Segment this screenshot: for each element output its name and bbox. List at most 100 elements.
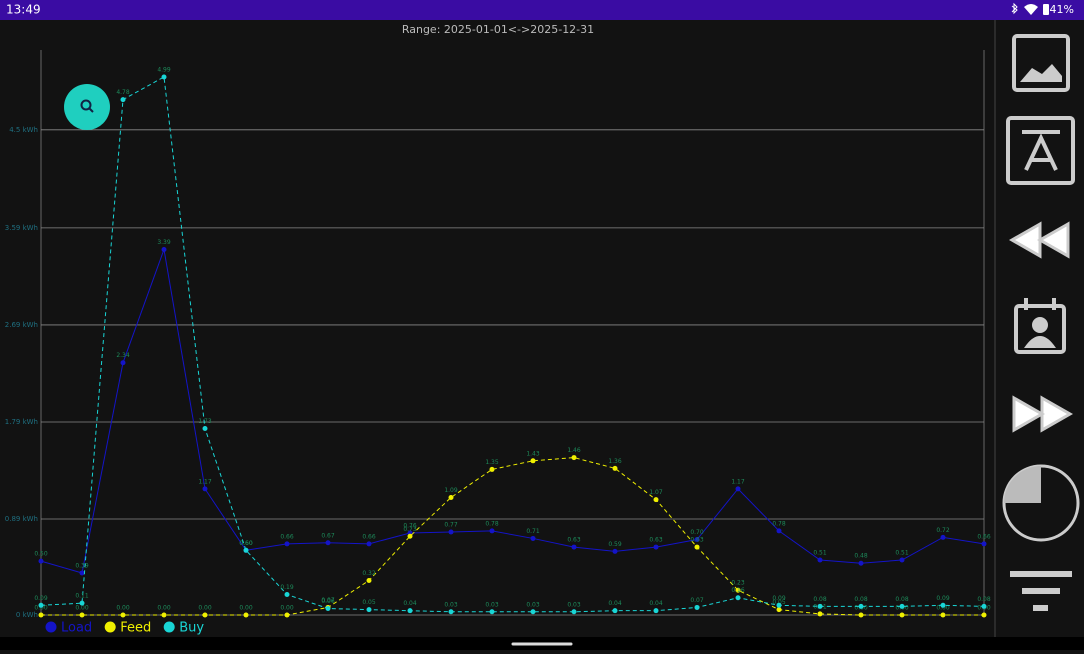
- data-label: 0.00: [157, 605, 171, 612]
- image-button[interactable]: [1012, 34, 1070, 92]
- data-label: 0.78: [485, 520, 499, 527]
- y-tick-label: 0.89 kWh: [5, 515, 38, 523]
- data-label: 4.99: [157, 66, 171, 73]
- data-point: [940, 612, 946, 618]
- data-point: [448, 609, 454, 615]
- data-point: [817, 611, 823, 617]
- data-point: [489, 466, 495, 472]
- data-point: [284, 612, 290, 618]
- status-battery: 41%: [1050, 3, 1074, 16]
- data-label: 0.71: [526, 528, 540, 535]
- data-point: [38, 558, 44, 564]
- data-label: 0.00: [936, 605, 950, 612]
- data-label: 0.08: [854, 596, 868, 603]
- data-point: [612, 465, 618, 471]
- status-bar: [0, 0, 1084, 20]
- data-label: 0.04: [608, 600, 622, 607]
- legend-label: Buy: [179, 621, 204, 636]
- data-label: 0.51: [813, 550, 827, 557]
- data-point: [120, 612, 126, 618]
- data-label: 1.43: [526, 450, 540, 457]
- data-label: 0.00: [280, 605, 294, 612]
- data-label: 0.39: [75, 562, 89, 569]
- data-point: [612, 608, 618, 614]
- data-label: 0.07: [321, 597, 335, 604]
- pie-button[interactable]: [1002, 464, 1080, 542]
- chart-title: Range: 2025-01-01<->2025-12-31: [402, 23, 594, 36]
- data-point: [243, 547, 249, 553]
- zoom-button[interactable]: [64, 84, 110, 130]
- data-point: [776, 607, 782, 613]
- text-button[interactable]: [1006, 116, 1075, 185]
- data-point: [202, 486, 208, 492]
- data-label: 0.03: [444, 601, 458, 608]
- data-label: 0.09: [936, 595, 950, 602]
- data-point: [653, 544, 659, 550]
- data-point: [243, 612, 249, 618]
- data-point: [981, 541, 987, 547]
- data-label: 0.00: [198, 605, 212, 612]
- data-point: [530, 458, 536, 464]
- data-point: [817, 603, 823, 609]
- data-point: [448, 529, 454, 535]
- data-label: 0.48: [854, 553, 868, 560]
- data-point: [571, 609, 577, 615]
- data-point: [161, 246, 167, 252]
- data-point: [981, 612, 987, 618]
- data-point: [284, 592, 290, 598]
- data-point: [366, 607, 372, 613]
- data-point: [79, 600, 85, 606]
- legend-label: Feed: [120, 621, 151, 636]
- y-tick-label: 2.69 kWh: [5, 321, 38, 329]
- data-label: 3.39: [157, 239, 171, 246]
- data-point: [899, 612, 905, 618]
- y-tick-label: 1.79 kWh: [5, 418, 38, 426]
- data-point: [858, 612, 864, 618]
- data-label: 0.06: [321, 598, 335, 605]
- legend-label: Load: [61, 621, 92, 636]
- plot: 0 kWh 0.89 kWh 1.79 kWh 2.69 kWh 3.59 kWh 4.5…: [5, 66, 991, 635]
- data-label: 0.66: [977, 533, 991, 540]
- data-label: 0.77: [444, 521, 458, 528]
- calendar-button[interactable]: [1014, 298, 1066, 354]
- data-point: [161, 74, 167, 80]
- data-label: 0.00: [116, 605, 130, 612]
- data-point: [120, 97, 126, 103]
- y-tick-label: 3.59 kWh: [5, 224, 38, 232]
- data-point: [612, 548, 618, 554]
- data-label: 0.09: [34, 595, 48, 602]
- data-point: [489, 528, 495, 534]
- data-label: 0.04: [649, 600, 663, 607]
- data-label: 1.73: [198, 418, 212, 425]
- data-point: [202, 612, 208, 618]
- data-label: 0.60: [239, 540, 253, 547]
- data-label: 1.09: [444, 487, 458, 494]
- y-tick-label: 4.5 kWh: [9, 126, 38, 134]
- data-label: 0.66: [362, 533, 376, 540]
- data-point: [325, 540, 331, 546]
- data-point: [776, 528, 782, 534]
- forward-button[interactable]: [1012, 395, 1074, 433]
- data-label: 1.36: [608, 458, 622, 465]
- data-point: [79, 612, 85, 618]
- filter-button[interactable]: [1010, 571, 1072, 611]
- data-label: 1.07: [649, 489, 663, 496]
- data-label: 0.70: [690, 529, 704, 536]
- rewind-button[interactable]: [1008, 221, 1070, 259]
- data-point: [899, 557, 905, 563]
- data-label: 0.63: [690, 537, 704, 544]
- toolbar: [1002, 34, 1080, 611]
- data-label: 0.08: [813, 596, 827, 603]
- legend-swatch: [104, 621, 116, 633]
- data-label: 0.59: [608, 541, 622, 548]
- data-label: 0.76: [403, 523, 417, 530]
- series-line: [40, 247, 985, 574]
- data-point: [202, 425, 208, 431]
- series-line: [40, 76, 985, 613]
- y-tick-label: 0 kWh: [16, 611, 38, 619]
- data-point: [694, 604, 700, 610]
- data-label: 1.17: [731, 478, 745, 485]
- data-point: [325, 606, 331, 612]
